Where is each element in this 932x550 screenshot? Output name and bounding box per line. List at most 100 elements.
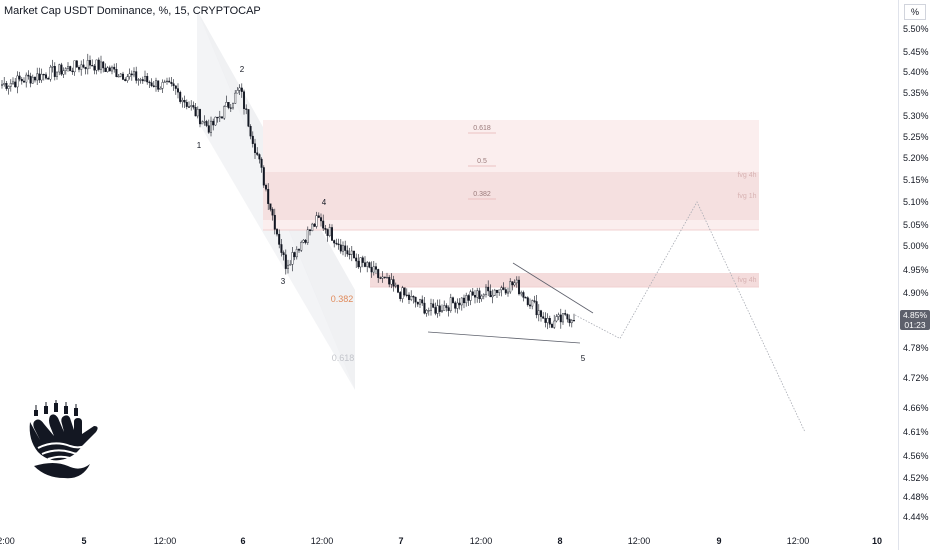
candle-body <box>66 66 69 69</box>
candle-body <box>414 296 417 303</box>
candle-body <box>496 289 499 293</box>
candle-body <box>247 109 250 127</box>
candle-body <box>130 73 133 76</box>
time-tick-label: 5 <box>81 536 87 546</box>
candle-body <box>25 74 28 83</box>
candle-body <box>555 316 558 322</box>
candle-body <box>229 107 232 109</box>
candle-body <box>88 60 91 66</box>
candle-body <box>18 75 21 80</box>
price-tick-label: 5.50% <box>903 24 929 34</box>
candle-body <box>377 269 380 278</box>
candle-body <box>273 214 276 230</box>
price-chart[interactable]: 0.618 0.5 0.382 fvg 4h fvg 1h fvg 4h 0.382 0.61… <box>0 0 898 530</box>
candle-body <box>320 217 323 222</box>
time-axis[interactable]: 2:00 5 12:00 6 12:00 7 12:00 8 12:00 9 12:00 10 <box>0 530 898 550</box>
candle-body <box>394 284 397 287</box>
fvg-zone <box>263 172 759 220</box>
candle-body <box>399 292 402 299</box>
candle-body <box>51 66 54 68</box>
current-price: 4.85% <box>902 310 928 320</box>
candle-body <box>449 297 452 311</box>
candle-body <box>165 80 168 83</box>
price-unit-button[interactable]: % <box>904 4 926 20</box>
candle-body <box>214 116 217 126</box>
candle-body <box>256 152 259 155</box>
candle-body <box>176 88 179 93</box>
candle-body <box>337 243 340 246</box>
fib-left-label: 0.382 <box>331 294 354 304</box>
price-tick-label: 5.05% <box>903 220 929 230</box>
candle-body <box>121 73 124 80</box>
candle-body <box>181 100 184 102</box>
candle-body <box>540 310 543 317</box>
candle-body <box>148 81 151 84</box>
candle-body <box>531 300 534 307</box>
candle-body <box>161 82 164 89</box>
fib-left-label: 0.618 <box>332 353 355 363</box>
candle-body <box>7 86 10 89</box>
candle-body <box>460 297 463 306</box>
price-axis[interactable]: 5.50% 5.45% 5.40% 5.35% 5.30% 5.25% 5.20% 5.15%… <box>898 0 932 550</box>
candle-body <box>231 103 234 109</box>
candle-body <box>507 291 510 294</box>
candle-body <box>454 302 457 309</box>
candle-body <box>311 223 314 232</box>
candle-body <box>333 240 336 244</box>
candle-body <box>58 64 61 73</box>
candle-body <box>546 318 549 323</box>
candle-body <box>110 66 113 72</box>
candle-body <box>557 314 560 317</box>
candle-body <box>524 297 527 299</box>
wedge-lower-line <box>427 331 581 344</box>
candle-body <box>491 295 494 298</box>
candle-body <box>73 60 76 73</box>
candle-body <box>480 295 483 300</box>
candle-body <box>509 281 512 293</box>
candle-body <box>370 267 373 273</box>
candle-body <box>31 76 34 84</box>
candle-body <box>289 264 292 266</box>
candle-body <box>216 116 219 119</box>
candle-body <box>515 279 518 284</box>
price-tick-label: 5.00% <box>903 241 929 251</box>
candle-body <box>504 289 507 294</box>
candle-body <box>269 203 272 210</box>
candle-body <box>353 250 356 259</box>
candle-body <box>544 318 547 323</box>
candle-body <box>344 245 347 251</box>
candle-body <box>93 65 96 71</box>
candle-body <box>562 313 565 323</box>
candle-body <box>225 102 228 107</box>
candle-body <box>253 143 256 153</box>
candle-body <box>419 299 422 305</box>
candle-body <box>284 254 287 269</box>
candle-body <box>566 314 569 320</box>
wave-label: 3 <box>281 277 286 286</box>
candle-body <box>205 121 208 126</box>
candle-body <box>379 277 382 279</box>
candle-body <box>99 61 102 70</box>
candle-body <box>502 287 505 290</box>
candle-body <box>375 266 378 270</box>
candle-body <box>302 239 305 243</box>
candle-body <box>467 295 470 301</box>
wave-label: 2 <box>240 65 245 74</box>
price-tick-label: 4.66% <box>903 403 929 413</box>
candle-body <box>348 253 351 256</box>
candle-body <box>113 66 116 70</box>
price-tick-label: 5.15% <box>903 175 929 185</box>
fib-level-label: 0.618 <box>473 125 491 132</box>
candle-body <box>271 209 274 216</box>
candle-body <box>242 91 245 109</box>
bar-countdown: 01:23 <box>904 320 926 330</box>
candle-body <box>564 313 567 315</box>
candle-body <box>298 249 301 251</box>
candle-body <box>84 66 87 70</box>
candle-body <box>493 289 496 296</box>
price-tick-label: 4.78% <box>903 343 929 353</box>
candle-body <box>397 284 400 293</box>
candle-body <box>553 320 556 328</box>
candle-body <box>416 301 419 305</box>
candle-body <box>436 305 439 314</box>
